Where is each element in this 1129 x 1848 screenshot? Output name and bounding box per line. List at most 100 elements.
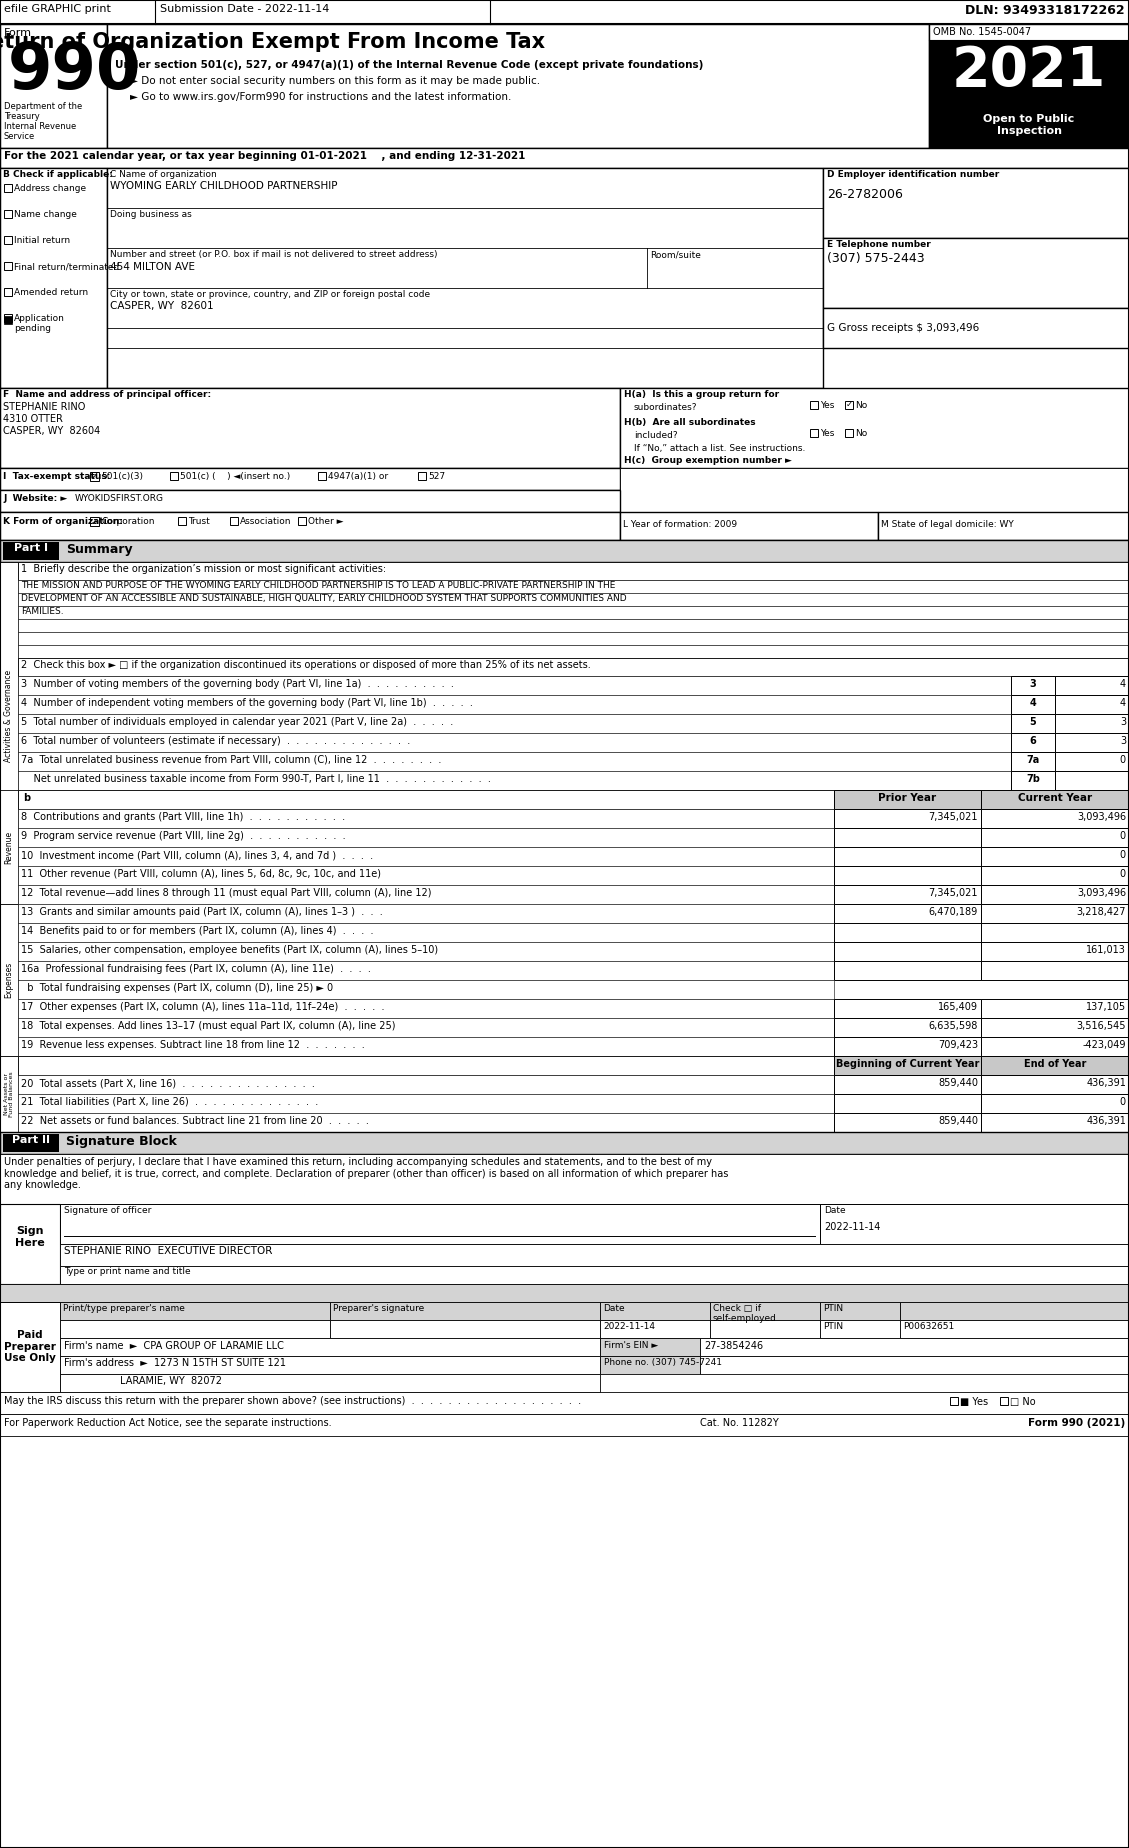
Bar [318, 471, 326, 480]
Bar [981, 1112, 1129, 1133]
Text: Net unrelated business taxable income from Form 990-T, Part I, line 11  .  .  . : Net unrelated business taxable income fr… [21, 774, 491, 784]
Text: OMB No. 1545-0047: OMB No. 1545-0047 [933, 28, 1031, 37]
Text: 26-2782006: 26-2782006 [828, 188, 903, 201]
Bar [107, 24, 929, 148]
Bar [0, 168, 107, 388]
Text: Part I: Part I [14, 543, 49, 553]
Bar [981, 1055, 1129, 1076]
Bar [18, 1000, 834, 1018]
Text: 2022-11-14: 2022-11-14 [603, 1321, 655, 1331]
Bar [18, 713, 1010, 734]
Bar [18, 942, 834, 961]
Bar [18, 867, 834, 885]
Bar [18, 1112, 834, 1133]
Bar [1054, 771, 1129, 789]
Text: 27-3854246: 27-3854246 [704, 1342, 763, 1351]
Text: Signature Block: Signature Block [65, 1135, 177, 1148]
Bar [18, 619, 1129, 632]
Text: K Form of organization:: K Form of organization: [3, 517, 123, 527]
Bar [834, 828, 981, 846]
Text: M State of legal domicile: WY: M State of legal domicile: WY [881, 519, 1014, 529]
Bar [981, 961, 1129, 979]
Bar [0, 24, 1129, 148]
Text: Doing business as: Doing business as [110, 211, 192, 220]
Bar [1054, 676, 1129, 695]
Bar [710, 1303, 820, 1319]
Text: For the 2021 calendar year, or tax year beginning 01-01-2021    , and ending 12-: For the 2021 calendar year, or tax year … [5, 152, 525, 161]
Bar [18, 1037, 834, 1055]
Bar [929, 113, 1129, 148]
Text: 4947(a)(1) or: 4947(a)(1) or [329, 471, 388, 480]
Text: 17  Other expenses (Part IX, column (A), lines 11a–11d, 11f–24e)  .  .  .  .  .: 17 Other expenses (Part IX, column (A), … [21, 1002, 385, 1013]
Bar [5, 211, 12, 218]
Bar [5, 262, 12, 270]
Bar [0, 1414, 1129, 1436]
Bar [330, 1303, 599, 1319]
Text: efile GRAPHIC print: efile GRAPHIC print [5, 4, 111, 15]
Text: 18  Total expenses. Add lines 13–17 (must equal Part IX, column (A), line 25): 18 Total expenses. Add lines 13–17 (must… [21, 1020, 395, 1031]
Text: F  Name and address of principal officer:: F Name and address of principal officer: [3, 390, 211, 399]
Text: 161,013: 161,013 [1086, 944, 1126, 955]
Text: 0: 0 [1120, 1098, 1126, 1107]
Bar [981, 867, 1129, 885]
Bar [0, 468, 620, 490]
Bar [3, 1135, 59, 1151]
Text: 19  Revenue less expenses. Subtract line 18 from line 12  .  .  .  .  .  .  .: 19 Revenue less expenses. Subtract line … [21, 1040, 365, 1050]
Bar [298, 517, 306, 525]
Text: CASPER, WY  82601: CASPER, WY 82601 [110, 301, 213, 310]
Text: Amended return: Amended return [14, 288, 88, 298]
Text: 501(c)(3): 501(c)(3) [100, 471, 143, 480]
Text: □ No: □ No [1010, 1397, 1035, 1406]
Text: 137,105: 137,105 [1086, 1002, 1126, 1013]
Text: 2  Check this box ► □ if the organization discontinued its operations or dispose: 2 Check this box ► □ if the organization… [21, 660, 590, 671]
Text: 990: 990 [8, 41, 141, 102]
Bar [18, 979, 834, 1000]
Text: 436,391: 436,391 [1086, 1116, 1126, 1125]
Bar [5, 288, 12, 296]
Text: Print/type preparer's name: Print/type preparer's name [63, 1305, 185, 1312]
Text: D Employer identification number: D Employer identification number [828, 170, 999, 179]
Bar [60, 1244, 1129, 1266]
Bar [700, 1356, 1129, 1375]
Text: H(c)  Group exemption number ►: H(c) Group exemption number ► [624, 456, 791, 466]
Text: subordinates?: subordinates? [634, 403, 698, 412]
Text: Association: Association [240, 517, 291, 527]
Bar [0, 789, 18, 904]
Bar [844, 401, 854, 408]
Text: CASPER, WY  82604: CASPER, WY 82604 [3, 427, 100, 436]
Bar [844, 429, 854, 436]
Text: FAMILIES.: FAMILIES. [21, 606, 63, 615]
Bar [18, 645, 1129, 658]
Text: ► Go to www.irs.gov/Form990 for instructions and the latest information.: ► Go to www.irs.gov/Form990 for instruct… [130, 92, 511, 102]
Bar [0, 512, 620, 540]
Bar [981, 1094, 1129, 1112]
Text: 15  Salaries, other compensation, employee benefits (Part IX, column (A), lines : 15 Salaries, other compensation, employe… [21, 944, 438, 955]
Bar [834, 1037, 981, 1055]
Bar [0, 1303, 60, 1392]
Text: DLN: 93493318172262: DLN: 93493318172262 [965, 4, 1124, 17]
Bar [599, 1356, 700, 1375]
Text: End of Year: End of Year [1024, 1059, 1086, 1068]
Text: 859,440: 859,440 [938, 1116, 978, 1125]
Bar [620, 512, 878, 540]
Bar [981, 1076, 1129, 1094]
Text: WYOKIDSFIRST.ORG: WYOKIDSFIRST.ORG [75, 493, 164, 503]
Text: STEPHANIE RINO  EXECUTIVE DIRECTOR: STEPHANIE RINO EXECUTIVE DIRECTOR [64, 1246, 272, 1257]
Text: 3,516,545: 3,516,545 [1076, 1020, 1126, 1031]
Bar [710, 1319, 820, 1338]
Bar [18, 752, 1010, 771]
Bar [230, 517, 238, 525]
Text: 7b: 7b [1026, 774, 1040, 784]
Text: Form 990 (2021): Form 990 (2021) [1027, 1417, 1124, 1429]
Bar [5, 185, 12, 192]
Text: 6,470,189: 6,470,189 [929, 907, 978, 917]
Bar [834, 1000, 981, 1018]
Bar [700, 1338, 1129, 1356]
Bar [18, 632, 1129, 645]
Text: 3,218,427: 3,218,427 [1076, 907, 1126, 917]
Text: (307) 575-2443: (307) 575-2443 [828, 251, 925, 264]
Bar [834, 1076, 981, 1094]
Text: 7,345,021: 7,345,021 [928, 811, 978, 822]
Bar [0, 388, 620, 468]
Bar [3, 541, 59, 560]
